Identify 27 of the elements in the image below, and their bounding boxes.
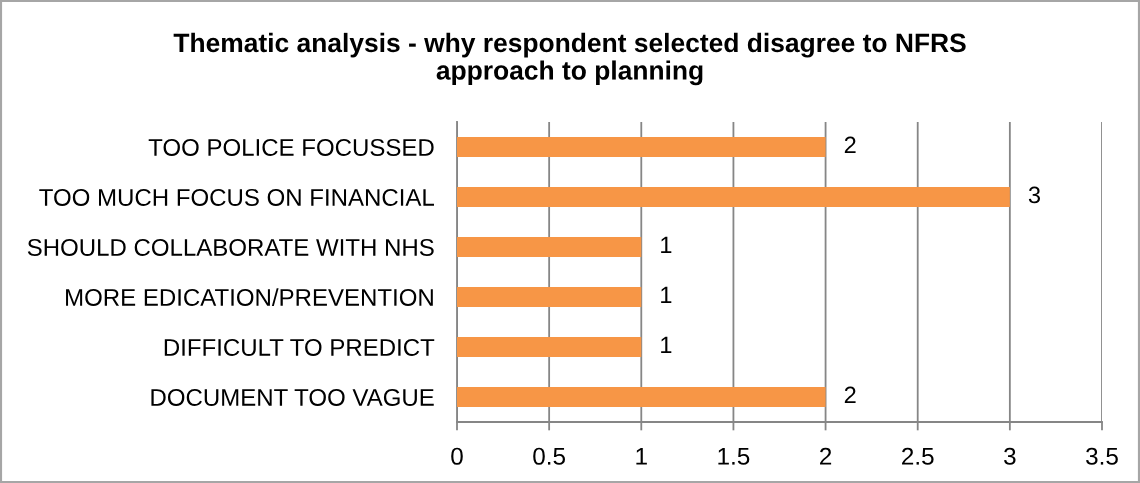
bar	[457, 137, 826, 157]
y-tick-label: MORE EDICATION/PREVENTION	[66, 288, 433, 306]
x-tick-label: 0	[451, 447, 463, 465]
y-tick-label: SHOULD COLLABORATE WITH NHS	[27, 238, 434, 256]
x-tick-label: 2	[820, 447, 832, 465]
bar	[457, 287, 642, 307]
data-label: 2	[844, 136, 856, 154]
x-tick-label: 0.5	[533, 447, 566, 465]
y-tick-label: TOO MUCH FOCUS ON FINANCIAL	[39, 188, 434, 206]
x-tick-label: 1.5	[718, 447, 750, 465]
data-label: 2	[844, 386, 856, 404]
x-tick-label: 2.5	[902, 447, 934, 465]
y-tick-label: DIFFICULT TO PREDICT	[164, 338, 435, 356]
bar	[457, 337, 642, 357]
bar	[457, 187, 1010, 207]
y-tick-label: DOCUMENT TOO VAGUE	[151, 388, 434, 406]
bar	[457, 237, 642, 257]
chart-title: Thematic analysis - why respondent selected disagree to NFRS approach to planning	[173, 32, 966, 86]
bar	[457, 387, 826, 407]
data-label: 1	[661, 236, 672, 254]
data-label: 3	[1028, 186, 1041, 204]
x-tick-label: 1	[636, 447, 647, 465]
x-tick-label: 3	[1004, 447, 1016, 465]
data-label: 1	[661, 286, 672, 304]
data-label: 1	[661, 336, 672, 354]
y-tick-label: TOO POLICE FOCUSSED	[148, 138, 434, 156]
x-tick-label: 3.5	[1086, 447, 1118, 465]
